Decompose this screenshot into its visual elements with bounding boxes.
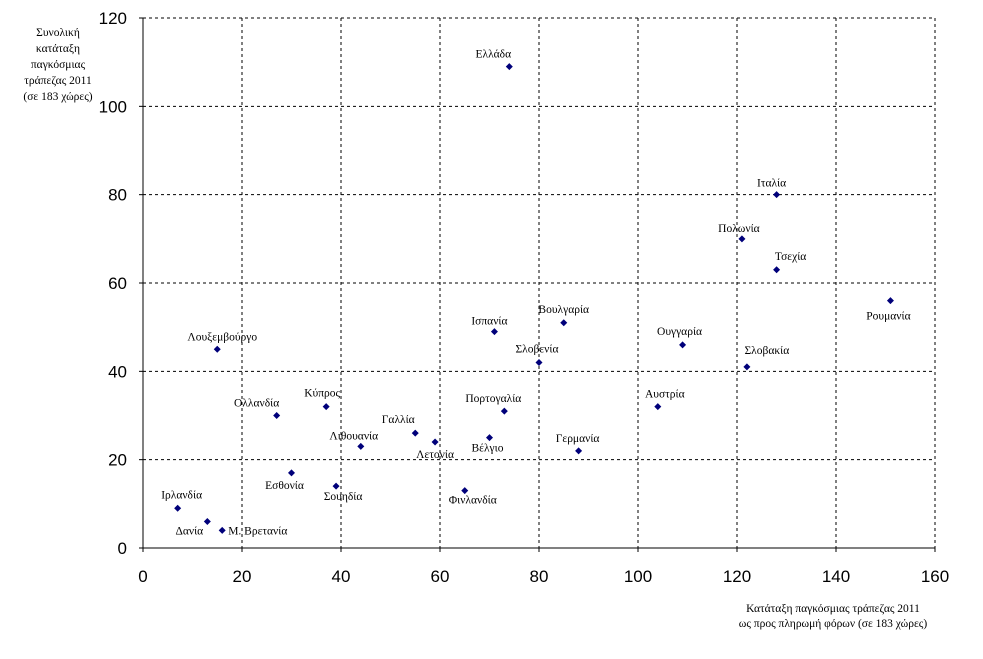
x-tick-label: 20 <box>233 567 252 586</box>
data-point-label: Ολλανδία <box>234 398 279 410</box>
x-tick-label: 160 <box>921 567 949 586</box>
data-point-label: Γαλλία <box>382 414 415 426</box>
y-axis-label-line: κατάταξη <box>36 43 80 55</box>
data-point-label: Λετονία <box>416 449 454 461</box>
data-point <box>679 341 687 349</box>
y-axis-label-line: τράπεζας 2011 <box>24 75 92 87</box>
data-point <box>505 63 513 71</box>
x-tick-label: 80 <box>530 567 549 586</box>
data-point-label: Σλοβενία <box>515 344 558 356</box>
data-point <box>490 328 498 336</box>
data-point <box>738 235 746 243</box>
data-point-label: Κύπρος <box>304 388 340 400</box>
y-tick-label: 80 <box>108 186 127 205</box>
data-point-label: Σουηδία <box>324 491 363 503</box>
data-point-label: Ρουμανία <box>866 311 910 323</box>
y-tick-label: 120 <box>99 9 127 28</box>
data-point <box>288 469 295 477</box>
grid-lines <box>143 17 936 548</box>
y-axis-label: Συνολική κατάταξη παγκόσμιας τράπεζας 2011 (… <box>23 27 92 103</box>
y-axis-label-line: παγκόσμιας <box>31 59 86 71</box>
data-point-label: Ιταλία <box>757 178 786 190</box>
data-point <box>773 266 781 274</box>
x-axis-label-line: Κατάταξη παγκόσμιας τράπεζας 2011 <box>746 603 920 615</box>
y-tick-label: 60 <box>108 274 127 293</box>
point-labels: Ελλάδα Ιταλία Πολωνία Τσεχία Ρουμανία Ουγγαρί… <box>161 49 910 538</box>
data-point <box>575 447 583 455</box>
data-point-label: Γερμανία <box>556 433 600 445</box>
y-tick-label: 0 <box>118 539 127 558</box>
data-point <box>411 429 419 437</box>
data-point <box>535 359 543 366</box>
data-point-label: Πορτογαλία <box>465 393 521 405</box>
data-point-label: Φινλανδία <box>449 495 497 507</box>
data-point <box>560 319 568 327</box>
data-point <box>743 363 751 371</box>
data-point-label: Ισπανία <box>471 316 507 328</box>
y-tick-label: 20 <box>108 451 127 470</box>
data-point <box>461 487 469 495</box>
data-point-label: Αυστρία <box>645 389 685 401</box>
data-point-label: Μ. Βρετανία <box>228 525 287 537</box>
x-axis-label: Κατάταξη παγκόσμιας τράπεζας 2011 ως προς… <box>739 603 928 630</box>
data-point-label: Ιρλανδία <box>161 489 202 501</box>
y-axis-label-line: (σε 183 χώρες) <box>23 91 92 103</box>
x-tick-label: 40 <box>332 567 351 586</box>
x-tick-label: 100 <box>624 567 652 586</box>
x-tick-label: 140 <box>822 567 850 586</box>
data-point <box>218 526 226 534</box>
data-point <box>486 434 493 442</box>
y-tick-label: 100 <box>99 97 127 116</box>
data-point-label: Ελλάδα <box>475 49 511 61</box>
y-tick-label: 40 <box>108 362 127 381</box>
data-point-label: Δανία <box>175 526 203 538</box>
data-point-label: Λιθουανία <box>329 430 378 442</box>
data-point <box>174 504 182 512</box>
x-tick-label: 120 <box>723 567 751 586</box>
data-points <box>174 63 894 534</box>
data-point <box>431 438 439 446</box>
x-axis-label-line: ως προς πληρωμή φόρων (σε 183 χώρες) <box>739 618 928 630</box>
data-point <box>203 518 211 525</box>
data-point-label: Πολωνία <box>718 223 760 235</box>
data-point-label: Ουγγαρία <box>657 326 702 338</box>
data-point-label: Βέλγιο <box>471 443 503 455</box>
data-point-label: Εσθονία <box>265 480 304 492</box>
y-axis-label-line: Συνολική <box>36 27 80 39</box>
data-point <box>357 442 365 450</box>
data-point <box>886 297 894 305</box>
data-point <box>322 403 330 411</box>
data-point <box>654 403 662 411</box>
tick-labels: 0 20 40 60 80 100 120 140 160 0 20 40 60 80 100 120 <box>99 9 950 586</box>
x-tick-label: 60 <box>431 567 450 586</box>
data-point-label: Σλοβακία <box>744 345 789 357</box>
data-point <box>500 407 508 415</box>
x-tick-label: 0 <box>138 567 147 586</box>
data-point <box>773 191 781 199</box>
data-point-label: Βουλγαρία <box>538 304 589 316</box>
data-point-label: Τσεχία <box>775 251 807 263</box>
data-point <box>332 482 340 490</box>
data-point <box>273 412 281 419</box>
data-point <box>213 345 221 353</box>
axes <box>139 17 936 552</box>
data-point-label: Λουξεμβούργο <box>187 331 257 343</box>
